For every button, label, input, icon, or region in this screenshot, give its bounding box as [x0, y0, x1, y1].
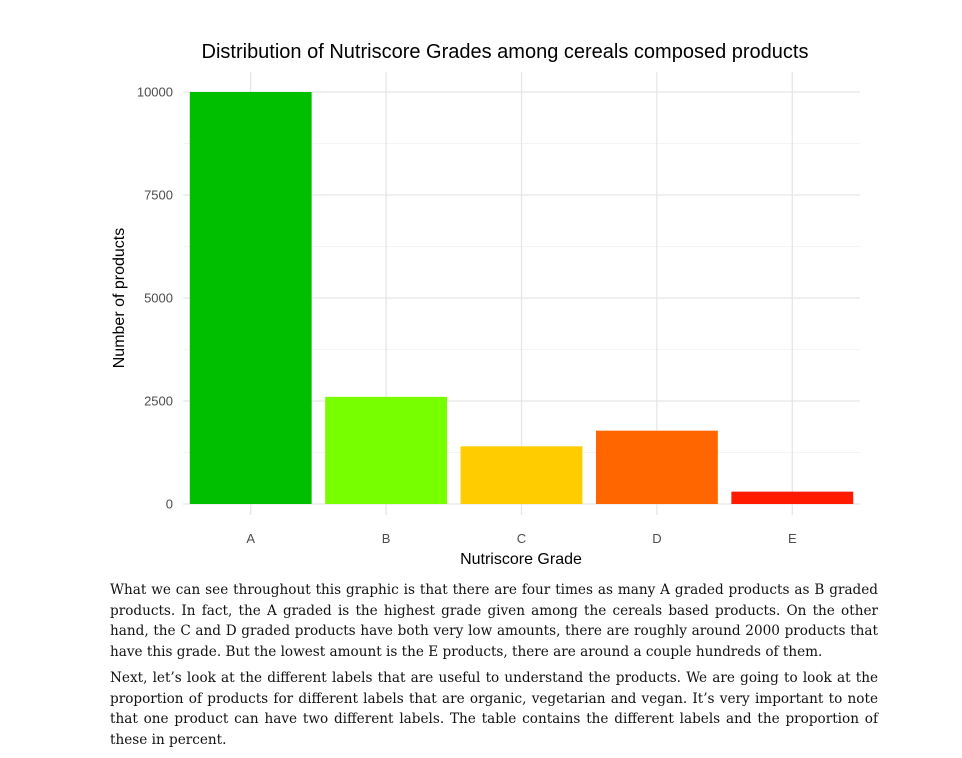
- bar-c: [460, 446, 583, 504]
- bars: [189, 92, 854, 504]
- bar-a: [189, 92, 312, 504]
- bar-chart: Distribution of Nutriscore Grades among …: [111, 41, 860, 568]
- x-tick-label: A: [246, 531, 255, 546]
- bar-b: [325, 396, 448, 504]
- y-tick-label: 10000: [137, 85, 173, 100]
- y-tick-label: 2500: [144, 394, 173, 409]
- paragraph-2: Next, let’s look at the different labels…: [110, 670, 878, 748]
- x-axis-title: Nutriscore Grade: [460, 551, 582, 568]
- y-tick-label: 5000: [144, 291, 173, 306]
- bar-d: [595, 430, 718, 504]
- y-tick-label: 7500: [144, 188, 173, 203]
- y-axis-ticks: 0 2500 5000 7500 10000: [137, 85, 173, 512]
- x-tick-label: C: [517, 531, 526, 546]
- y-tick-label: 0: [166, 497, 173, 512]
- body-text: What we can see throughout this graphic …: [110, 580, 878, 756]
- x-axis-ticks: A B C D E: [246, 531, 797, 546]
- bar-e: [731, 491, 854, 504]
- x-tick-label: D: [652, 531, 661, 546]
- y-axis-title: Number of products: [111, 228, 128, 369]
- x-tick-label: E: [788, 531, 797, 546]
- chart-title: Distribution of Nutriscore Grades among …: [202, 41, 809, 63]
- paragraph-1: What we can see throughout this graphic …: [110, 582, 878, 660]
- x-tick-label: B: [382, 531, 391, 546]
